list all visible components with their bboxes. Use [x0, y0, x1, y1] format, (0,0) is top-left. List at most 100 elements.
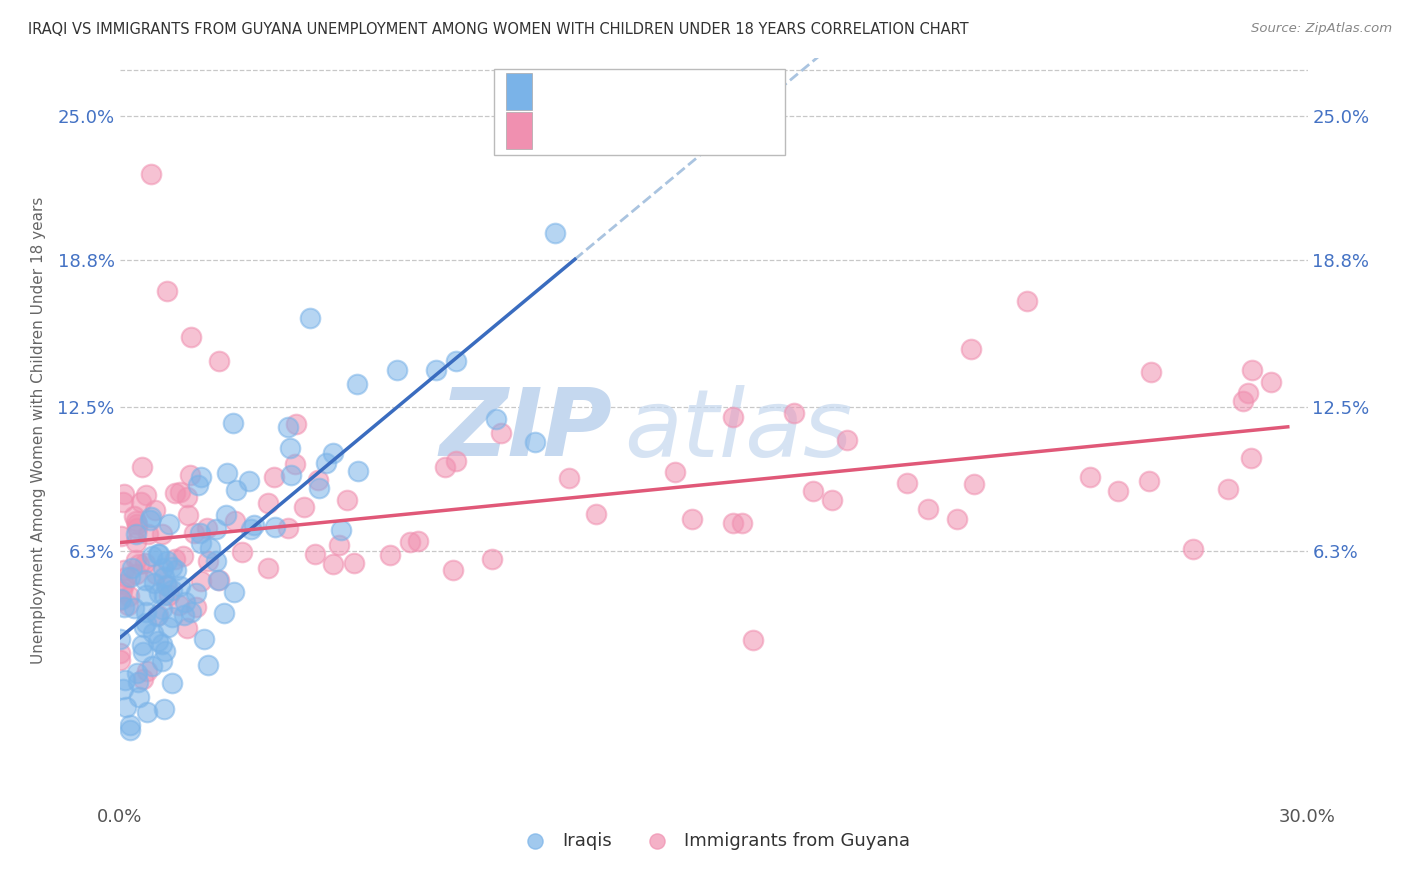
- Point: [148, 586, 170, 600]
- Point: [681, 512, 703, 526]
- Point: [896, 476, 918, 491]
- Point: [425, 363, 447, 377]
- Point: [731, 516, 754, 530]
- Point: [284, 457, 307, 471]
- Point: [125, 534, 148, 549]
- Point: [131, 459, 153, 474]
- Point: [118, 723, 141, 738]
- Point: [134, 574, 156, 588]
- Point: [167, 598, 190, 612]
- Point: [125, 527, 148, 541]
- Point: [1240, 450, 1263, 465]
- Point: [481, 551, 503, 566]
- Point: [153, 588, 176, 602]
- Point: [1260, 375, 1282, 389]
- Point: [399, 535, 422, 549]
- Point: [145, 567, 167, 582]
- FancyBboxPatch shape: [494, 70, 785, 155]
- Point: [264, 520, 287, 534]
- Point: [112, 577, 135, 591]
- Point: [146, 608, 169, 623]
- Point: [444, 353, 467, 368]
- Point: [187, 478, 209, 492]
- Point: [141, 549, 163, 563]
- Point: [112, 599, 135, 614]
- Y-axis label: Unemployment Among Women with Children Under 18 years: Unemployment Among Women with Children U…: [31, 197, 46, 664]
- Text: atlas: atlas: [624, 384, 852, 476]
- Point: [1236, 385, 1258, 400]
- Point: [946, 512, 969, 526]
- Point: [173, 607, 195, 622]
- Point: [441, 563, 464, 577]
- Point: [118, 570, 141, 584]
- Point: [960, 342, 983, 356]
- Point: [127, 675, 149, 690]
- Point: [315, 456, 337, 470]
- Point: [193, 632, 215, 647]
- Point: [280, 441, 302, 455]
- Point: [963, 476, 986, 491]
- Point: [141, 658, 163, 673]
- Point: [222, 416, 245, 430]
- Point: [155, 578, 177, 592]
- Point: [190, 536, 212, 550]
- Point: [184, 586, 207, 600]
- Point: [330, 524, 353, 538]
- Point: [184, 599, 207, 614]
- Point: [524, 435, 547, 450]
- Point: [150, 654, 173, 668]
- Point: [129, 495, 152, 509]
- Point: [783, 406, 806, 420]
- Point: [112, 681, 135, 696]
- Text: 0.370: 0.370: [589, 82, 641, 101]
- Text: N =: N =: [659, 121, 697, 139]
- Point: [136, 706, 159, 720]
- Point: [122, 508, 145, 523]
- Point: [121, 560, 143, 574]
- Point: [180, 330, 202, 344]
- Point: [277, 521, 299, 535]
- Point: [122, 601, 145, 615]
- Point: [152, 561, 174, 575]
- Point: [1137, 474, 1160, 488]
- Point: [124, 553, 146, 567]
- Legend: Iraqis, Immigrants from Guyana: Iraqis, Immigrants from Guyana: [510, 824, 917, 857]
- Point: [215, 467, 238, 481]
- Point: [1108, 483, 1130, 498]
- Point: [132, 672, 155, 686]
- Point: [1241, 362, 1264, 376]
- Point: [212, 606, 235, 620]
- Point: [179, 468, 201, 483]
- Point: [157, 516, 180, 531]
- Point: [304, 547, 326, 561]
- Point: [197, 657, 219, 672]
- Point: [280, 467, 302, 482]
- Point: [153, 702, 176, 716]
- Point: [322, 446, 344, 460]
- Point: [243, 518, 266, 533]
- Point: [125, 521, 148, 535]
- Point: [322, 557, 344, 571]
- Point: [110, 592, 132, 607]
- Text: N =: N =: [659, 82, 697, 101]
- Point: [285, 417, 308, 432]
- Point: [117, 598, 139, 612]
- Point: [142, 576, 165, 591]
- Point: [257, 496, 280, 510]
- Text: 92: 92: [706, 82, 734, 101]
- Point: [294, 500, 316, 514]
- Text: IRAQI VS IMMIGRANTS FROM GUYANA UNEMPLOYMENT AMONG WOMEN WITH CHILDREN UNDER 18 : IRAQI VS IMMIGRANTS FROM GUYANA UNEMPLOY…: [28, 22, 969, 37]
- Point: [135, 488, 157, 502]
- Point: [263, 469, 285, 483]
- Point: [177, 508, 200, 523]
- Point: [347, 464, 370, 478]
- Point: [108, 646, 131, 660]
- Point: [1015, 294, 1038, 309]
- Point: [148, 607, 170, 622]
- Point: [224, 514, 246, 528]
- Text: R =: R =: [541, 121, 578, 139]
- Point: [176, 490, 198, 504]
- Point: [917, 501, 939, 516]
- Point: [125, 514, 148, 528]
- Point: [225, 483, 247, 497]
